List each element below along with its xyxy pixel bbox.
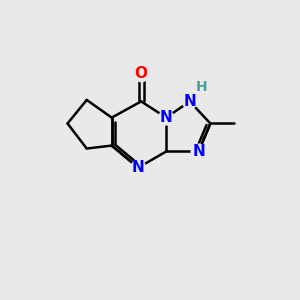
Circle shape (133, 65, 149, 82)
Text: O: O (135, 66, 148, 81)
Text: N: N (132, 160, 145, 175)
Text: N: N (183, 94, 196, 109)
Circle shape (159, 110, 174, 125)
Text: N: N (192, 144, 205, 159)
Text: N: N (160, 110, 172, 125)
Circle shape (131, 160, 146, 175)
Text: H: H (196, 80, 207, 94)
Circle shape (182, 94, 197, 109)
Circle shape (191, 144, 206, 159)
